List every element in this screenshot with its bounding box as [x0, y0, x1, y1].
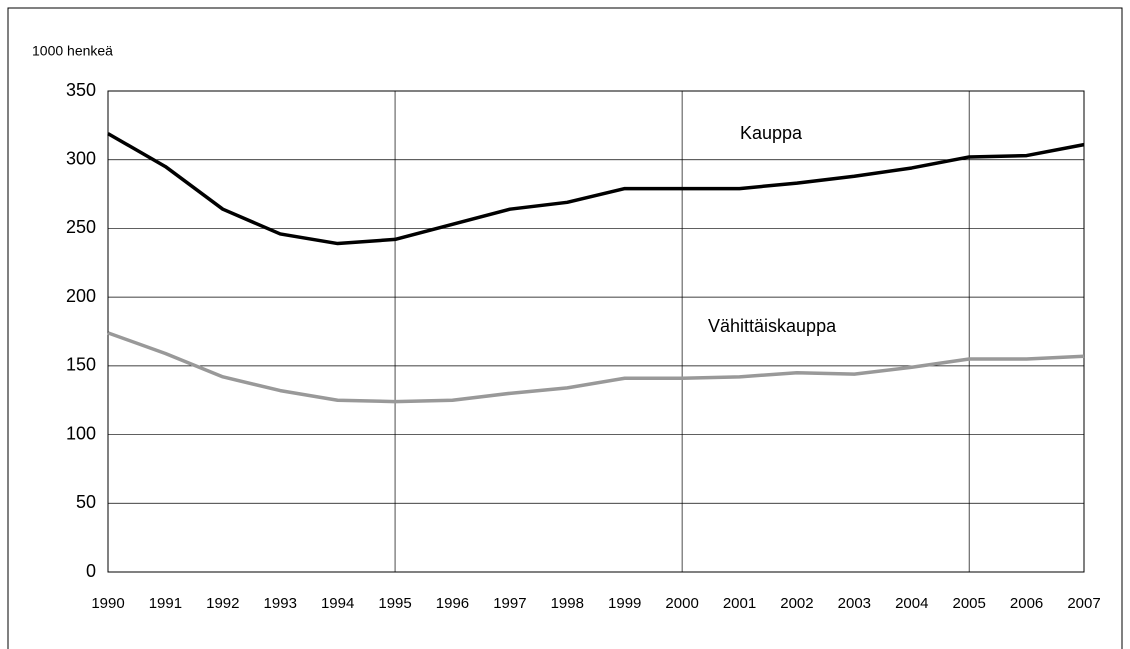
y-tick-label: 0 — [86, 561, 96, 581]
x-tick-label: 1993 — [264, 595, 297, 612]
y-tick-label: 100 — [66, 423, 96, 443]
y-tick-label: 200 — [66, 286, 96, 306]
x-tick-label: 1990 — [91, 595, 124, 612]
x-tick-label: 1997 — [493, 595, 526, 612]
x-tick-label: 2007 — [1067, 595, 1100, 612]
x-tick-label: 1991 — [149, 595, 182, 612]
x-tick-label: 1999 — [608, 595, 641, 612]
x-tick-label: 2005 — [952, 595, 985, 612]
frame — [7, 7, 1123, 649]
series-label: Kauppa — [740, 123, 803, 143]
x-tick-label: 1998 — [551, 595, 584, 612]
y-tick-label: 300 — [66, 148, 96, 168]
series-line — [107, 132, 1085, 246]
y-tick-label: 50 — [76, 492, 96, 512]
x-tick-label: 2002 — [780, 595, 813, 612]
y-axis-label: 1000 henkeä — [32, 43, 113, 59]
x-tick-label: 2001 — [723, 595, 756, 612]
y-tick-label: 150 — [66, 355, 96, 375]
y-tick-label: 250 — [66, 217, 96, 237]
x-tick-label: 1992 — [206, 595, 239, 612]
x-tick-label: 2003 — [838, 595, 871, 612]
x-tick-label: 1996 — [436, 595, 469, 612]
x-tick-label: 2000 — [665, 595, 698, 612]
series-line — [107, 331, 1085, 404]
y-tick-label: 350 — [66, 80, 96, 100]
x-tick-label: 1995 — [378, 595, 411, 612]
x-tick-label: 2004 — [895, 595, 928, 612]
x-tick-label: 2006 — [1010, 595, 1043, 612]
x-tick-label: 1994 — [321, 595, 354, 612]
series-label: Vähittäiskauppa — [708, 316, 837, 336]
